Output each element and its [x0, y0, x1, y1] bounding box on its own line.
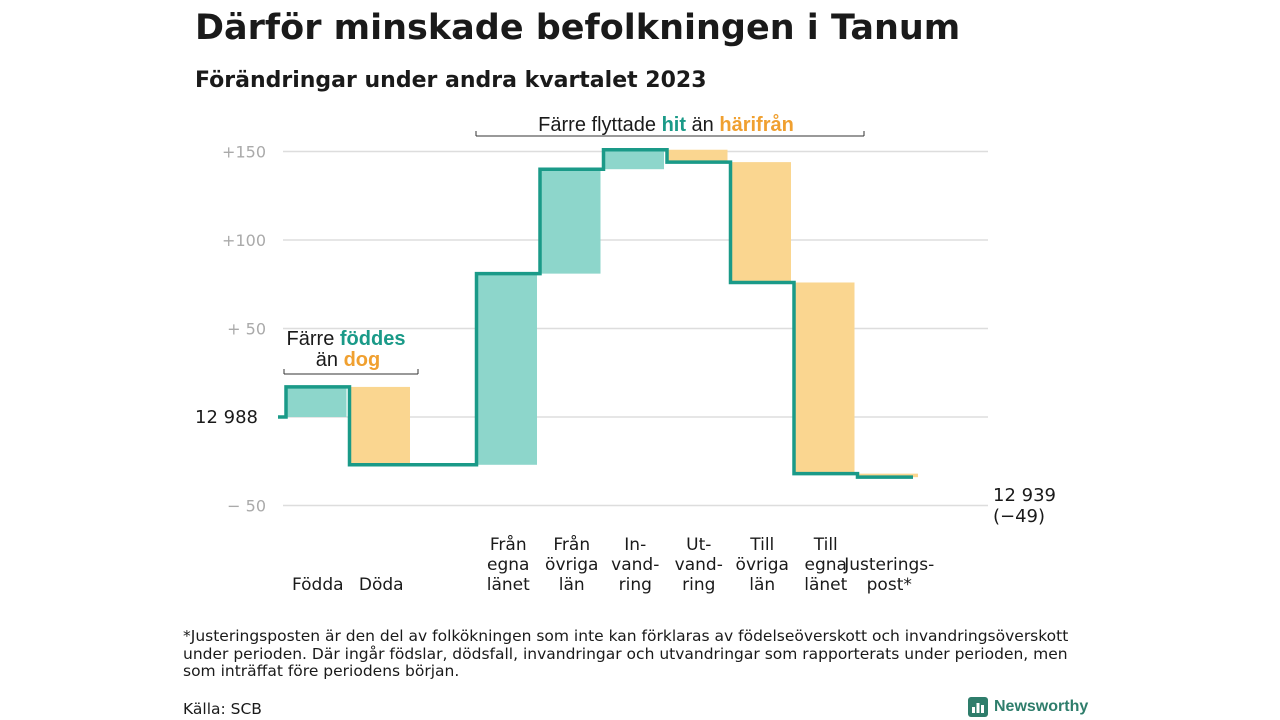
x-category-label: vand- — [675, 555, 723, 575]
x-category-label: övriga — [736, 555, 789, 575]
waterfall-bar — [730, 162, 791, 283]
x-category-label: län — [749, 575, 775, 595]
annotation-span: Färre — [287, 328, 340, 350]
x-category-label: Justerings- — [843, 555, 934, 575]
y-tick-label: − 50 — [227, 497, 266, 516]
waterfall-bar — [857, 473, 918, 478]
cumulative-step-line — [278, 147, 913, 479]
x-category-label: Från — [553, 534, 590, 555]
waterfall-bar — [603, 149, 664, 170]
annotation-span: dog — [344, 349, 381, 371]
y-tick-label: +150 — [222, 143, 266, 162]
annotation-span: Färre flyttade — [538, 114, 661, 136]
x-category-label: Från — [490, 534, 527, 555]
annotation-span: än — [316, 349, 344, 371]
x-category-label: Döda — [359, 575, 404, 595]
annotation-span: föddes — [340, 328, 406, 350]
annotation-span: än — [686, 114, 719, 136]
x-category-label: ring — [682, 575, 715, 595]
annotation-births-deaths: Färre föddes — [287, 328, 406, 350]
x-category-label: län — [559, 575, 585, 595]
waterfall-bar — [349, 386, 410, 465]
end-value-label: (−49) — [993, 506, 1045, 527]
x-category-label: egna — [805, 555, 847, 575]
end-value-label: 12 939 — [993, 485, 1056, 506]
y-tick-label: + 50 — [227, 320, 266, 339]
x-category-label: In- — [624, 535, 646, 555]
bar-chart-icon — [968, 697, 988, 717]
waterfall-bar — [540, 169, 601, 274]
brand-name: Newsworthy — [994, 698, 1089, 715]
x-category-label: Till — [813, 535, 838, 555]
waterfall-bar — [286, 386, 347, 417]
y-tick-label: +100 — [222, 231, 266, 250]
annotation-span: härifrån — [719, 113, 793, 136]
chart-title: Därför minskade befolkningen i Tanum — [195, 8, 961, 48]
brand-logo: Newsworthy — [968, 697, 1088, 717]
footnote: *Justeringsposten är den del av folkökni… — [183, 627, 1069, 680]
x-category-label: vand- — [611, 555, 659, 575]
x-category-label: övriga — [545, 555, 598, 575]
x-category-label: Till — [749, 535, 774, 555]
x-category-label: länet — [487, 575, 530, 595]
annotation-migration: Färre flyttade hit än härifrån — [538, 113, 794, 136]
x-category-label: post* — [867, 575, 912, 595]
source-note: Källa: SCB — [183, 700, 262, 718]
annotation-span: hit — [662, 114, 687, 136]
x-category-label: Ut- — [686, 535, 711, 555]
waterfall-bar — [794, 282, 855, 474]
waterfall-bar — [476, 273, 537, 465]
start-value-label: 12 988 — [195, 407, 258, 428]
x-category-label: Födda — [292, 575, 344, 595]
annotation-births-deaths: än dog — [316, 349, 380, 371]
waterfall-bar — [667, 149, 728, 163]
chart-subtitle: Förändringar under andra kvartalet 2023 — [195, 68, 707, 93]
x-category-label: länet — [804, 575, 847, 595]
x-category-label: egna — [487, 555, 529, 575]
x-category-label: ring — [619, 575, 652, 595]
